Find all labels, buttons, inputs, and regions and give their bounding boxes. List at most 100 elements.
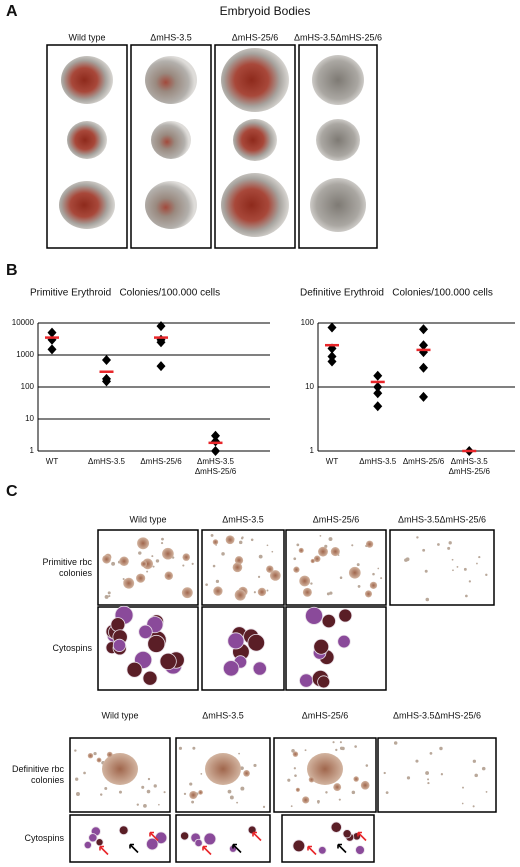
column-label: ΔmHS-3.5 [222,514,264,524]
debris [319,534,322,537]
debris [326,592,330,596]
embryoid-body [316,119,360,161]
arrow [202,845,212,856]
debris [325,791,328,794]
debris [472,805,475,808]
debris [262,805,266,809]
debris [385,791,389,795]
column-label: ΔmHS-3.5ΔmHS-25/6 [294,32,382,42]
debris [107,591,111,595]
debris [416,536,419,539]
arrow [337,843,347,854]
arrow [252,831,262,842]
cell [142,670,158,686]
data-point [327,356,337,367]
debris [93,751,97,756]
colony [182,553,190,561]
data-point [102,354,111,365]
debris [104,594,109,599]
cell [321,613,336,629]
debris [485,790,488,793]
colony [364,590,373,598]
colony [106,751,113,758]
cell [330,821,342,833]
embryoid-body [145,56,197,104]
debris [427,778,430,781]
debris [143,804,147,808]
x-tick-label: ΔmHS-3.5 ΔmHS-25/6 [194,457,237,476]
debris [472,759,477,763]
colony [353,776,359,782]
debris [452,569,454,572]
debris [189,782,193,786]
colony [295,787,300,792]
debris [191,562,194,565]
debris [485,573,488,577]
colony [162,547,174,560]
debris [468,580,471,583]
debris [425,771,430,775]
x-tick-label: ΔmHS-25/6 [140,457,182,466]
column-label: Wild type [129,514,166,524]
embryoid-body [59,181,115,229]
debris [356,563,360,567]
debris [405,557,410,562]
debris [215,579,220,584]
data-point [211,446,220,456]
data-point [419,391,428,402]
debris [372,572,375,576]
debris [293,767,296,770]
debris [122,578,125,581]
debris [212,564,216,568]
colony [136,573,146,583]
cell [318,846,327,855]
debris [357,585,361,588]
image-frame [389,529,495,606]
colony [266,565,274,573]
cell [203,832,217,846]
colony [360,780,370,790]
debris [136,803,139,806]
colony [302,587,312,597]
x-tick-label: ΔmHS-3.5 ΔmHS-25/6 [448,457,490,476]
debris [238,540,243,545]
debris [294,774,297,777]
debris [266,544,269,547]
debris [155,559,160,563]
row-label: Cytospins [24,832,64,843]
debris [354,745,357,748]
debris [200,772,203,775]
cell [355,845,365,855]
debris [147,777,151,781]
row-label: Primitive rbc colonies [42,556,92,578]
colony [213,586,223,596]
arrow [357,831,367,842]
debris [227,789,232,794]
x-tick-label: ΔmHS-3.5 [88,457,125,466]
data-point [419,324,428,335]
arrow [149,831,159,842]
debris [205,583,208,587]
debris [182,564,185,567]
embryoid-body [312,55,364,105]
colony [102,554,111,564]
cell [299,673,314,688]
embryoid-body [221,173,289,237]
debris [141,785,145,789]
embryoid-body [221,48,289,112]
debris [108,594,111,598]
y-tick-label: 1000 [16,350,34,359]
colony [205,753,241,785]
colony [313,555,321,563]
debris [111,561,116,566]
debris [439,746,443,751]
debris [191,800,195,804]
debris [365,764,369,767]
y-tick-label: 10000 [12,318,35,327]
chart-title: Primitive Erythroid Colonies/100.000 cel… [30,288,220,299]
data-point [211,430,220,441]
data-point [47,334,57,345]
colony [302,796,310,804]
panel-label: C [6,483,18,500]
